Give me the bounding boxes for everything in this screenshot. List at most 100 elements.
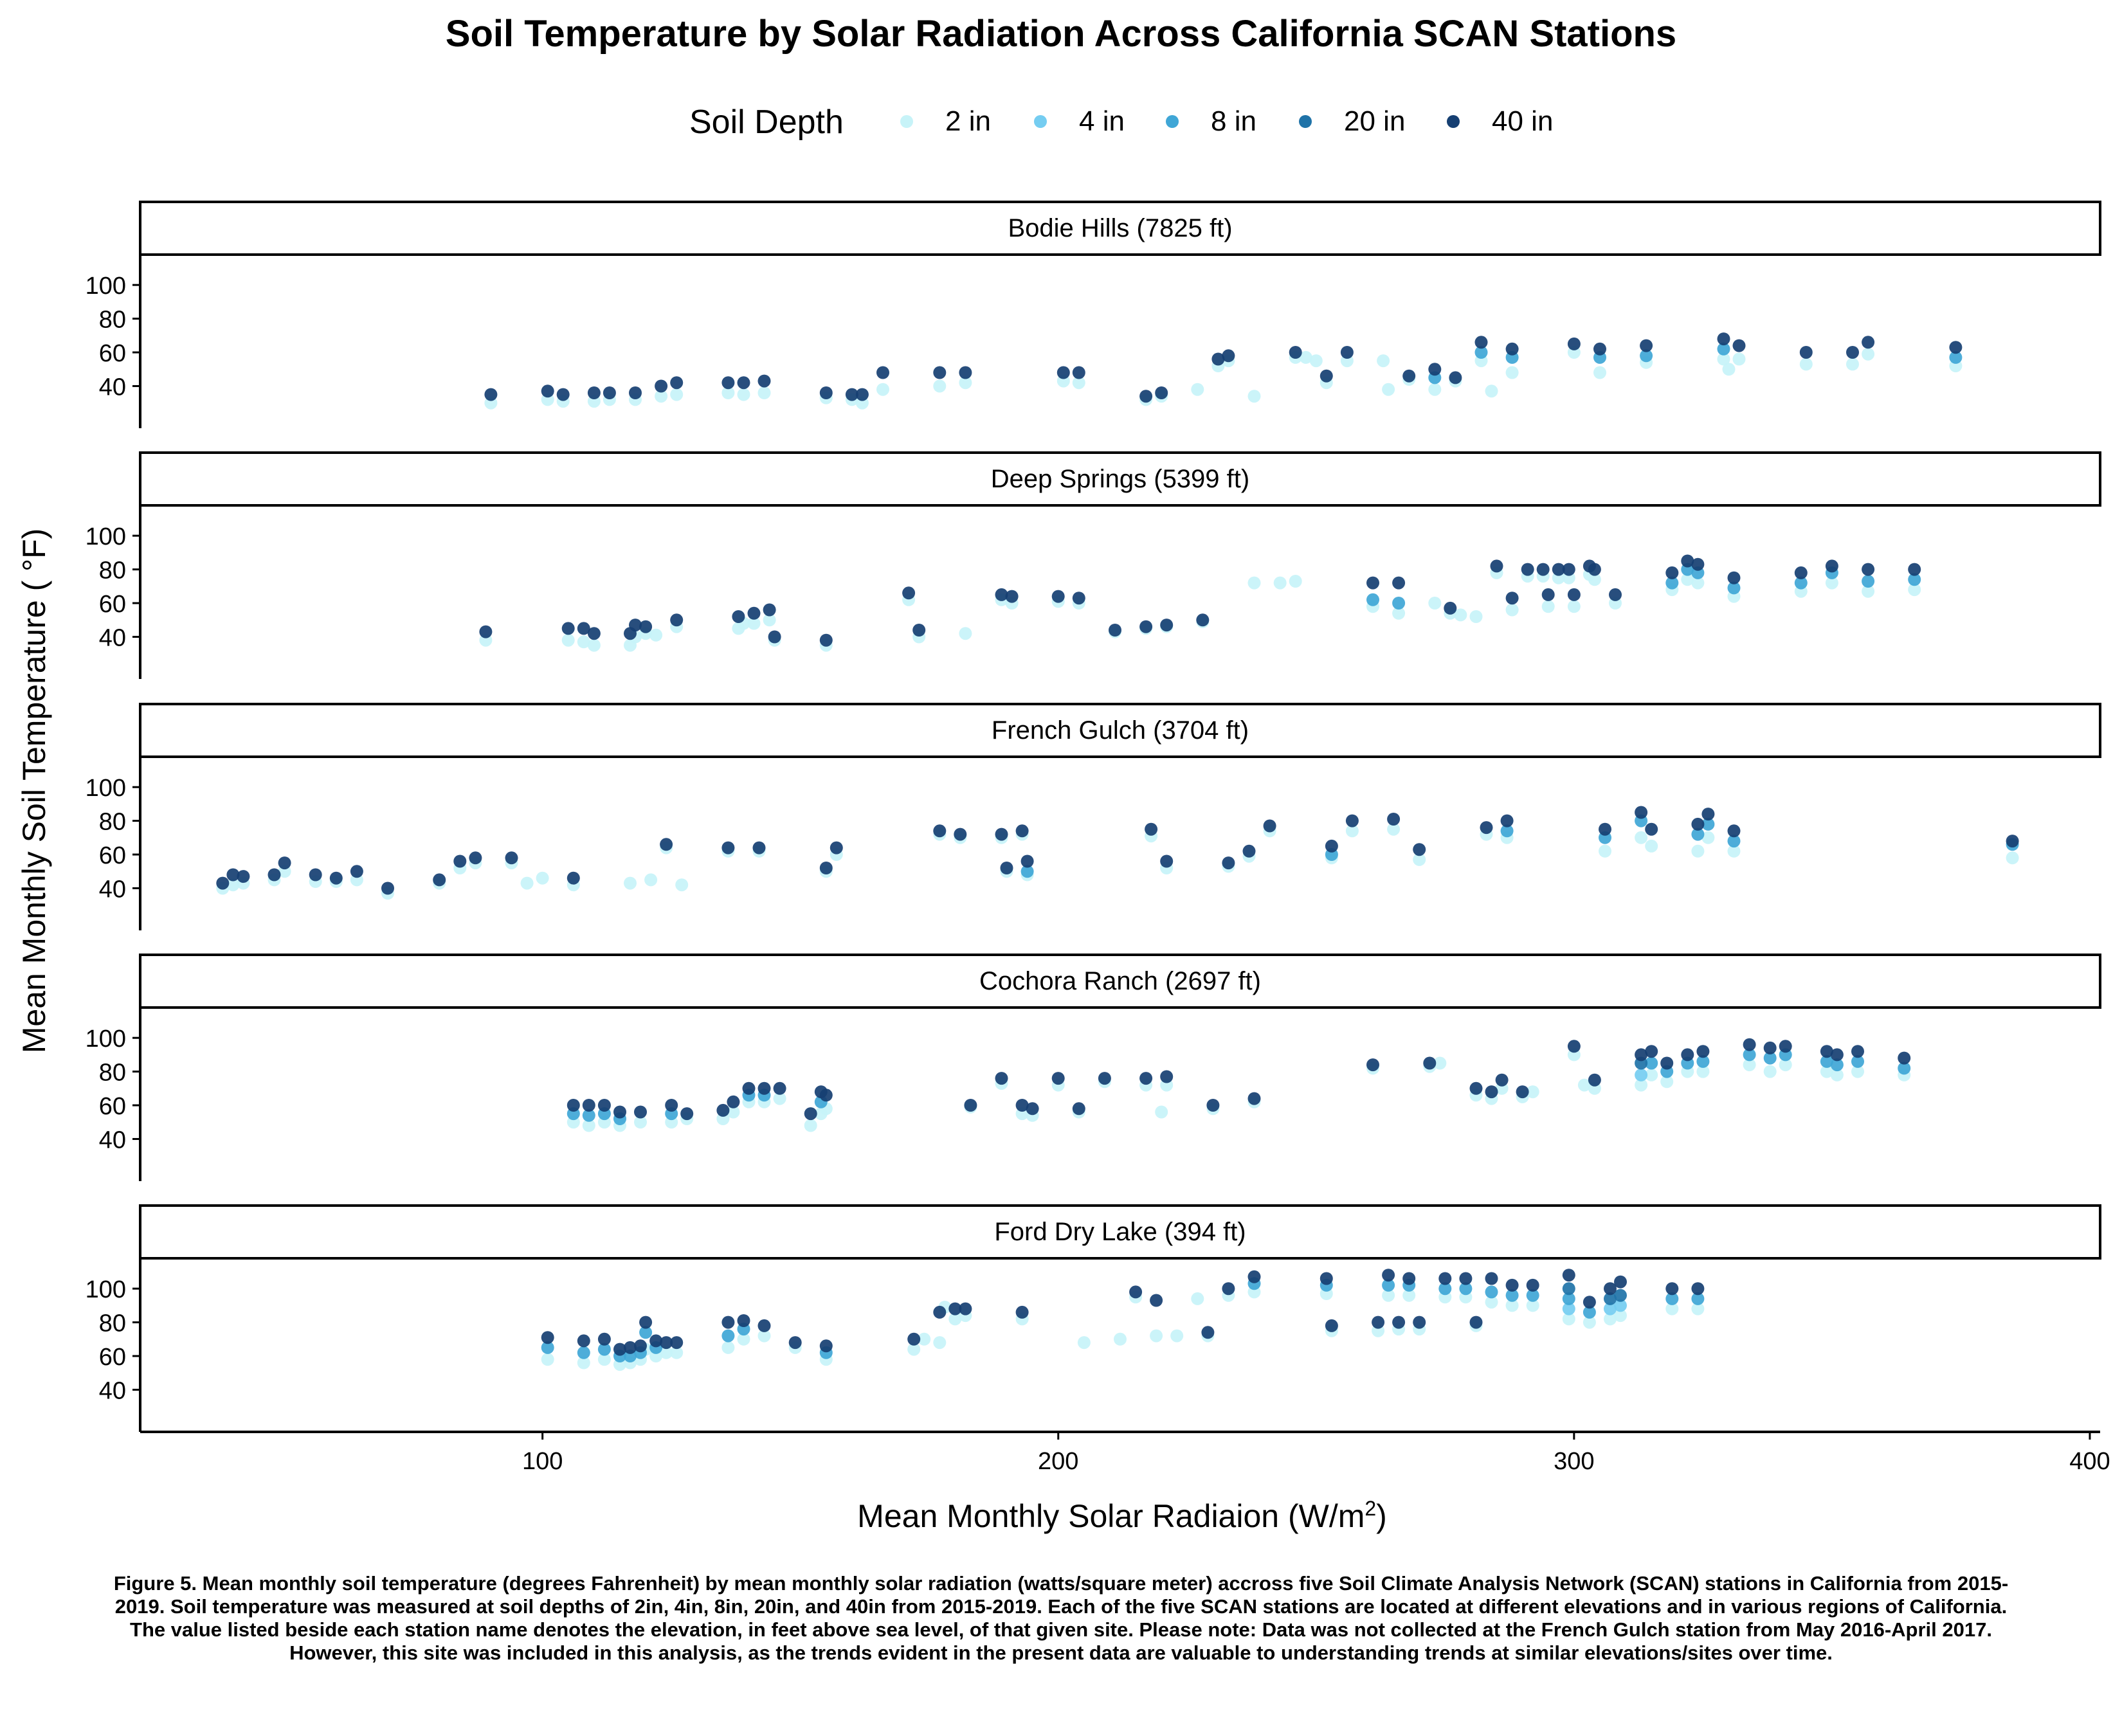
data-point (665, 1099, 678, 1112)
data-point (1541, 600, 1555, 613)
x-tick-label: 200 (1038, 1448, 1078, 1475)
data-point (1582, 1316, 1596, 1329)
data-point (855, 388, 869, 401)
data-point (1211, 352, 1225, 366)
data-point (1098, 1072, 1111, 1085)
data-point (1382, 383, 1395, 396)
figure-caption: Figure 5. Mean monthly soil temperature … (113, 1572, 2009, 1664)
data-point (1701, 808, 1715, 821)
data-point (1500, 824, 1514, 838)
data-point (747, 617, 761, 630)
data-point (933, 366, 947, 379)
data-point (1263, 819, 1276, 833)
legend-title: Soil Depth (689, 104, 844, 141)
data-point (737, 1314, 750, 1327)
data-point (1696, 1045, 1710, 1058)
data-point (1051, 590, 1065, 603)
data-point (1072, 376, 1085, 390)
data-point (644, 873, 658, 887)
data-point (1247, 1270, 1261, 1283)
data-point (1732, 339, 1746, 352)
data-point (1474, 336, 1488, 349)
data-point (1469, 1081, 1483, 1095)
data-point (1051, 1072, 1065, 1085)
data-point (1604, 1302, 1617, 1316)
data-point (804, 1107, 817, 1121)
data-point (907, 1343, 921, 1356)
legend: Soil Depth 2 in 4 in 8 in 20 in 40 in (689, 104, 1553, 141)
data-point (995, 827, 1008, 841)
data-point (1640, 339, 1653, 352)
panel-1: Deep Springs (5399 ft) 40 60 80 100 (86, 451, 2101, 679)
data-point (1562, 1282, 1575, 1296)
data-point (933, 1305, 947, 1319)
data-point (1599, 822, 1611, 836)
data-point (1469, 1316, 1483, 1329)
data-point (737, 1332, 750, 1346)
data-point (1428, 383, 1442, 396)
data-point (1717, 332, 1730, 346)
panel-strip (139, 201, 2101, 256)
data-point (788, 1336, 802, 1350)
data-point (1273, 576, 1287, 590)
data-point (1727, 581, 1741, 595)
data-point (639, 1316, 653, 1329)
data-point (1206, 1099, 1220, 1112)
data-point (1717, 352, 1730, 366)
data-point (1160, 1070, 1174, 1083)
data-point (1015, 824, 1029, 838)
data-point (757, 1319, 771, 1332)
data-point (819, 1339, 833, 1353)
data-point (629, 386, 642, 399)
data-point (1743, 1058, 1756, 1072)
data-point (845, 388, 858, 401)
data-point (721, 1329, 735, 1343)
data-point (1665, 1302, 1679, 1316)
data-point (959, 627, 972, 640)
data-point (1222, 349, 1235, 363)
data-point (268, 868, 281, 882)
data-point (597, 1099, 611, 1112)
data-point (1567, 600, 1581, 613)
data-point (1614, 1299, 1627, 1312)
y-tick-label: 80 (99, 1310, 126, 1337)
data-point (1015, 1305, 1029, 1319)
data-point (613, 1105, 626, 1119)
data-point (587, 638, 601, 652)
panel-strip-label: Deep Springs (5399 ft) (991, 465, 1249, 493)
data-point (226, 878, 240, 892)
data-point (587, 627, 601, 640)
y-tick-label: 60 (99, 340, 126, 367)
data-point (721, 386, 735, 399)
legend-label-0: 2 in (945, 105, 991, 137)
data-point (1635, 831, 1648, 844)
data-point (1247, 1092, 1261, 1105)
data-point (1490, 559, 1503, 573)
data-point (655, 379, 668, 393)
y-tick-label: 40 (99, 374, 126, 401)
data-point (1222, 856, 1235, 870)
data-point (1949, 350, 1963, 364)
y-tick-label: 100 (86, 775, 126, 802)
data-point (505, 851, 518, 865)
data-point (819, 1089, 833, 1102)
data-point (1541, 588, 1555, 601)
data-point (1825, 559, 1838, 573)
data-point (1727, 571, 1741, 584)
data-point (1392, 606, 1406, 620)
legend-key-4 (1447, 115, 1460, 128)
legend-key-2 (1166, 115, 1179, 128)
data-point (737, 388, 750, 401)
data-point (1423, 1056, 1437, 1070)
data-point (1614, 1309, 1627, 1323)
data-point (1908, 563, 1921, 576)
data-point (1645, 839, 1658, 853)
data-point (1743, 1048, 1756, 1062)
data-point (1516, 1085, 1529, 1099)
data-point (1862, 347, 1875, 361)
data-point (577, 635, 590, 649)
data-point (1593, 366, 1606, 379)
data-point (757, 386, 771, 399)
data-point (613, 1343, 626, 1356)
